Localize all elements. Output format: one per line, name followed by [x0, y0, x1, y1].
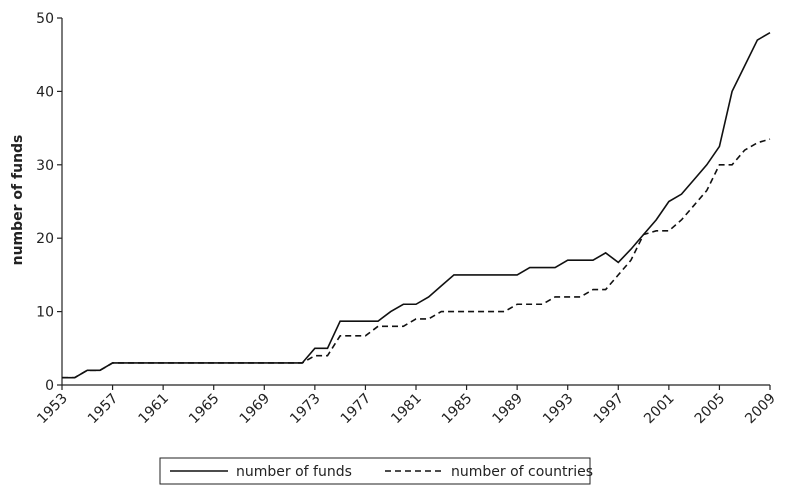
y-tick-label: 20	[36, 231, 54, 247]
series-line	[62, 138, 771, 379]
y-tick-label: 30	[36, 158, 54, 174]
x-tick-label: 1993	[540, 391, 577, 428]
x-tick-label: 1977	[338, 391, 375, 428]
x-tick-label: 1985	[439, 391, 476, 428]
x-tick-label: 1981	[388, 391, 425, 428]
y-tick-label: 50	[36, 11, 54, 27]
x-tick-label: 2005	[692, 391, 729, 428]
x-tick-label: 2009	[742, 391, 779, 428]
y-axis-label: number of funds	[10, 135, 26, 266]
x-tick-label: 1969	[237, 391, 274, 428]
y-tick-label: 0	[45, 378, 54, 394]
x-tick-label: 1989	[489, 391, 526, 428]
legend-box	[159, 457, 591, 485]
legend-label: number of funds	[236, 464, 352, 480]
x-tick-label: 1953	[34, 391, 71, 428]
y-tick-label: 40	[36, 84, 54, 100]
y-tick-label: 10	[36, 305, 54, 321]
x-tick-label: 1957	[85, 391, 122, 428]
x-tick-label: 1973	[287, 391, 324, 428]
x-tick-label: 1997	[591, 391, 628, 428]
legend-label: number of countries	[451, 464, 593, 480]
x-tick-label: 1961	[135, 391, 172, 428]
x-tick-label: 1965	[186, 391, 223, 428]
x-tick-label: 2001	[641, 391, 678, 428]
series-line	[62, 31, 771, 379]
